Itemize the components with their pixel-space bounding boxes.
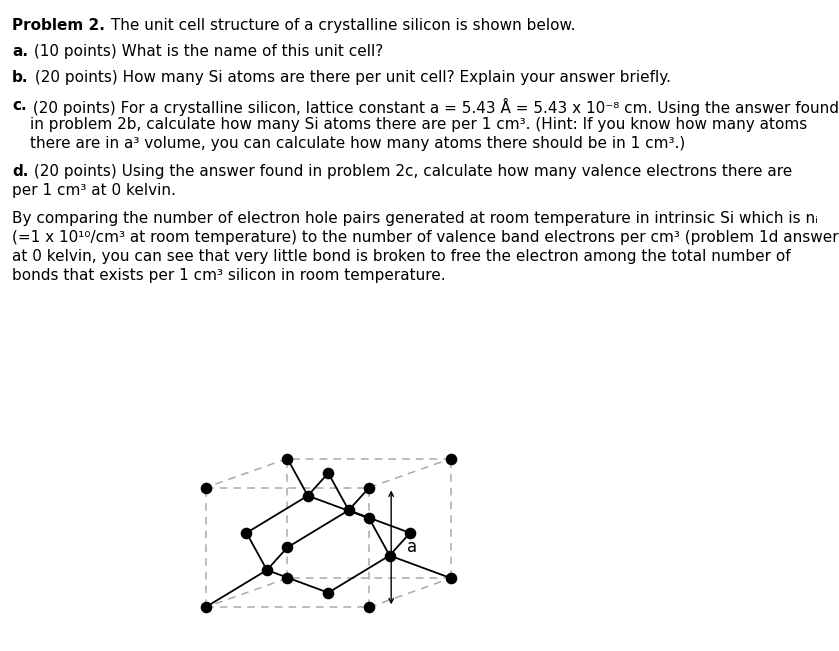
Point [301,490,315,501]
Point [240,528,253,538]
Text: d.: d. [12,164,29,179]
Point [404,528,417,538]
Text: a.: a. [12,44,28,59]
Text: b.: b. [12,70,29,85]
Point [280,542,294,553]
Text: By comparing the number of electron hole pairs generated at room temperature in : By comparing the number of electron hole… [12,211,818,226]
Text: bonds that exists per 1 cm³ silicon in room temperature.: bonds that exists per 1 cm³ silicon in r… [12,268,446,283]
Text: Problem 2.: Problem 2. [12,18,105,33]
Point [362,482,376,493]
Point [445,573,458,583]
Text: (20 points) How many Si atoms are there per unit cell? Explain your answer brief: (20 points) How many Si atoms are there … [29,70,670,85]
Point [280,573,294,583]
Text: c.: c. [12,98,27,113]
Text: The unit cell structure of a crystalline silicon is shown below.: The unit cell structure of a crystalline… [106,18,576,33]
Point [362,513,376,523]
Text: in problem 2b, calculate how many Si atoms there are per 1 cm³. (Hint: If you kn: in problem 2b, calculate how many Si ato… [30,117,807,132]
Point [280,453,294,464]
Point [260,565,274,575]
Point [383,550,396,561]
Point [321,587,335,598]
Point [362,602,376,613]
Text: at 0 kelvin, you can see that very little bond is broken to free the electron am: at 0 kelvin, you can see that very littl… [12,249,790,264]
Point [342,505,356,516]
Text: (20 points) Using the answer found in problem 2c, calculate how many valence ele: (20 points) Using the answer found in pr… [29,164,793,179]
Text: there are in a³ volume, you can calculate how many atoms there should be in 1 cm: there are in a³ volume, you can calculat… [30,136,685,151]
Text: per 1 cm³ at 0 kelvin.: per 1 cm³ at 0 kelvin. [12,183,176,198]
Text: (=1 x 10¹⁰/cm³ at room temperature) to the number of valence band electrons per : (=1 x 10¹⁰/cm³ at room temperature) to t… [12,230,839,245]
Point [199,602,212,613]
Point [321,468,335,478]
Text: a: a [407,538,417,557]
Text: (10 points) What is the name of this unit cell?: (10 points) What is the name of this uni… [29,44,383,59]
Text: (20 points) For a crystalline silicon, lattice constant a = 5.43 Å = 5.43 x 10⁻⁸: (20 points) For a crystalline silicon, l… [28,98,839,116]
Point [199,482,212,493]
Point [445,453,458,464]
